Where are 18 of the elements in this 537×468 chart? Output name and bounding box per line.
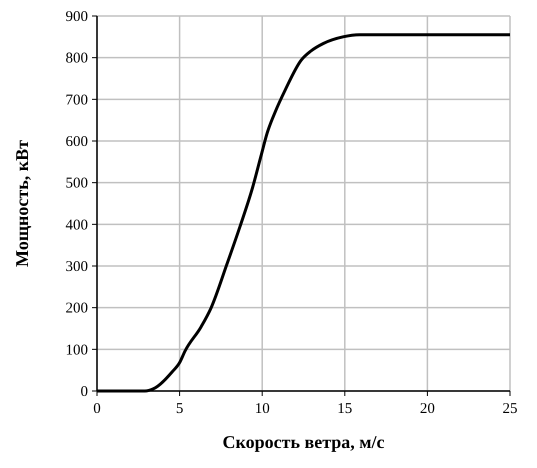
x-tick-label: 15 xyxy=(337,401,352,417)
x-tick-label: 0 xyxy=(93,401,101,417)
y-tick-label: 800 xyxy=(66,50,88,67)
y-tick-label: 500 xyxy=(66,176,88,192)
y-tick-label: 300 xyxy=(66,259,88,275)
x-tick-label: 25 xyxy=(502,401,518,417)
x-tick-label: 20 xyxy=(420,401,435,417)
x-tick-label: 5 xyxy=(176,401,184,417)
y-tick-label: 100 xyxy=(66,342,88,358)
x-axis-title: Скорость ветра, м/с xyxy=(222,432,385,452)
y-tick-label: 700 xyxy=(66,92,88,108)
y-tick-label: 200 xyxy=(66,300,88,317)
x-tick-label: 10 xyxy=(254,401,270,417)
y-tick-label: 0 xyxy=(80,384,88,400)
y-tick-label: 600 xyxy=(66,134,88,150)
y-axis-title: Мощность, кВт xyxy=(12,140,32,267)
y-tick-label: 400 xyxy=(66,217,88,234)
y-tick-label: 900 xyxy=(66,9,88,25)
